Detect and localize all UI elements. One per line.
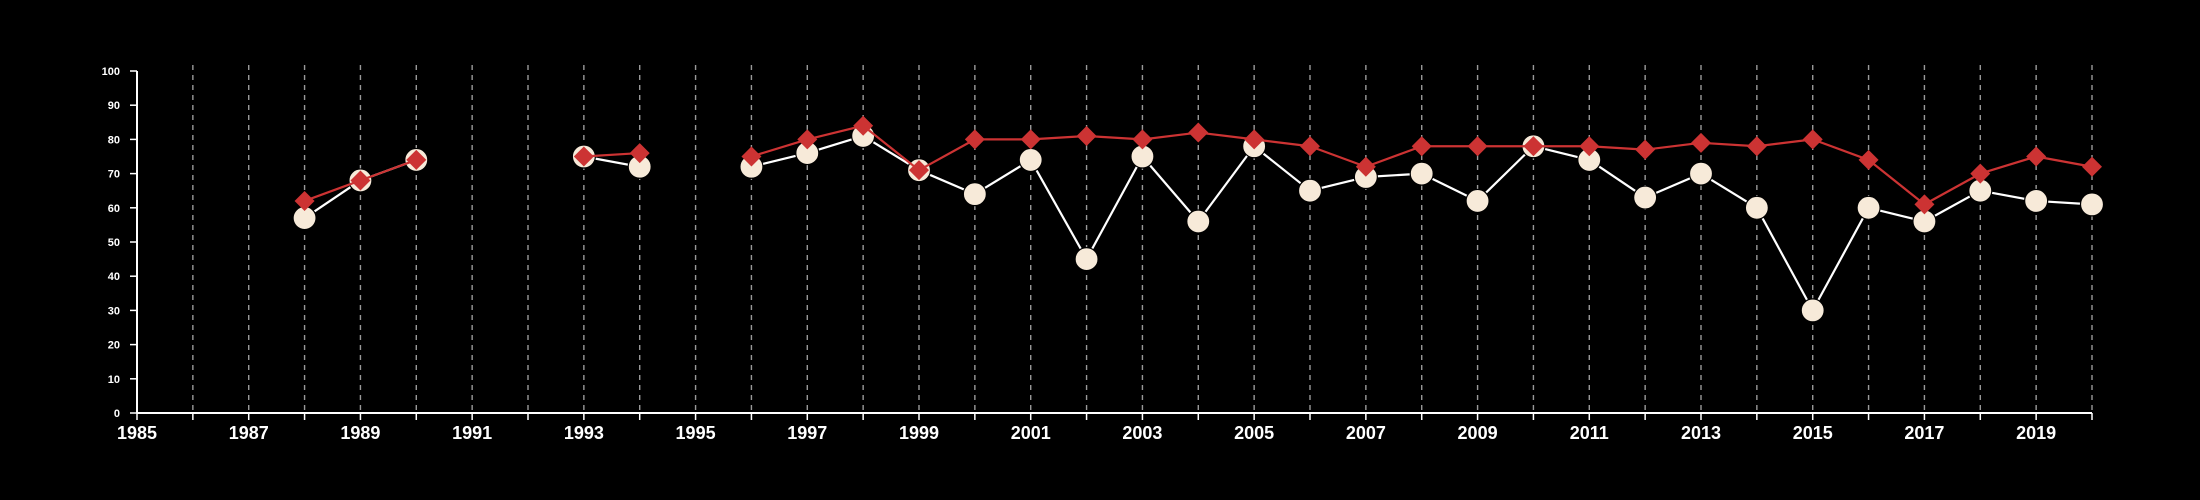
series-1-point [1186, 209, 1211, 234]
x-tick-label: 2011 [1570, 423, 1609, 443]
series-1-point [1018, 147, 1043, 173]
y-tick-label: 30 [108, 305, 120, 317]
series-2-point [1188, 122, 1209, 143]
x-tick-label: 2001 [1011, 423, 1051, 443]
series-2-point [1467, 136, 1488, 157]
series-2-point [1635, 139, 1656, 160]
axis-layer: 0 10 20 30 40 50 60 70 80 90 100 1985 1987 1989 1991 19… [102, 66, 2093, 443]
x-tick-label: 1991 [452, 423, 492, 443]
x-tick-label: 1999 [899, 423, 939, 443]
series-1-point [1744, 195, 1769, 220]
series-1 [292, 123, 2105, 323]
series-layer [292, 115, 2105, 323]
series-1-point [1633, 185, 1658, 210]
y-tick-label: 100 [102, 66, 120, 78]
x-tick-label: 2003 [1122, 423, 1162, 443]
series-2-point [1132, 129, 1153, 150]
series-2-point [853, 115, 874, 136]
x-tick-label: 2015 [1793, 423, 1833, 443]
series-2-point [2026, 146, 2047, 167]
x-tick-label: 1985 [117, 423, 157, 443]
series-1-point [1297, 178, 1323, 203]
series-2-point [1411, 136, 1432, 157]
x-tick-label: 1997 [787, 423, 827, 443]
series-2-point [1076, 125, 1097, 146]
y-tick-label: 70 [108, 169, 120, 181]
series-2-point [741, 146, 762, 167]
series-2-point [1691, 132, 1711, 153]
x-tick-label: 2007 [1346, 423, 1386, 443]
series-1-point [1074, 247, 1099, 272]
series-1-point [1800, 298, 1825, 323]
y-tick-label: 80 [108, 134, 120, 146]
series-2-point [294, 190, 315, 211]
series-2-point [1523, 136, 1544, 157]
series-2-point [909, 160, 929, 181]
y-tick-label: 20 [108, 340, 120, 352]
x-tick-label: 1987 [229, 423, 269, 443]
series-1-point [1688, 161, 1714, 186]
series-2-point [1300, 136, 1320, 157]
x-tick-label: 1989 [340, 423, 380, 443]
series-1-point [1409, 161, 1434, 186]
series-2-point [406, 149, 427, 170]
y-tick-label: 40 [108, 271, 120, 283]
grid-layer [192, 65, 2093, 413]
series-2-point [629, 143, 650, 164]
series-2-point [1355, 156, 1376, 177]
series-1-point [2024, 188, 2049, 214]
y-tick-label: 0 [114, 408, 120, 420]
y-tick-label: 90 [108, 100, 120, 112]
x-tick-label: 2013 [1681, 423, 1721, 443]
y-tick-label: 50 [108, 237, 120, 249]
series-2-point [573, 146, 594, 167]
series-2-point [797, 129, 818, 150]
x-tick-label: 2017 [1904, 423, 1944, 443]
series-2-point [1802, 129, 1823, 150]
x-tick-label: 2005 [1234, 423, 1274, 443]
series-2-point [1020, 129, 1041, 150]
series-2-point [1746, 136, 1767, 157]
x-tick-label: 2019 [2016, 423, 2056, 443]
series-2-point [1579, 136, 1600, 157]
series-2-point [1858, 149, 1879, 170]
x-tick-label: 2009 [1458, 423, 1498, 443]
series-2-point [1914, 194, 1935, 215]
series-2 [294, 115, 2102, 215]
y-tick-label: 60 [108, 203, 120, 215]
series-2-point [964, 129, 985, 150]
series-2-point [350, 170, 371, 191]
series-2-point [1244, 129, 1265, 150]
series-1-point [1465, 188, 1490, 214]
series-2-point [1970, 163, 1991, 184]
series-2-point [2082, 156, 2102, 177]
series-1-point [962, 182, 987, 207]
x-tick-label: 1995 [676, 423, 716, 443]
series-1-point [2079, 192, 2105, 217]
y-tick-label: 10 [108, 374, 120, 386]
x-tick-label: 1993 [564, 423, 604, 443]
series-1-point [1856, 195, 1881, 220]
